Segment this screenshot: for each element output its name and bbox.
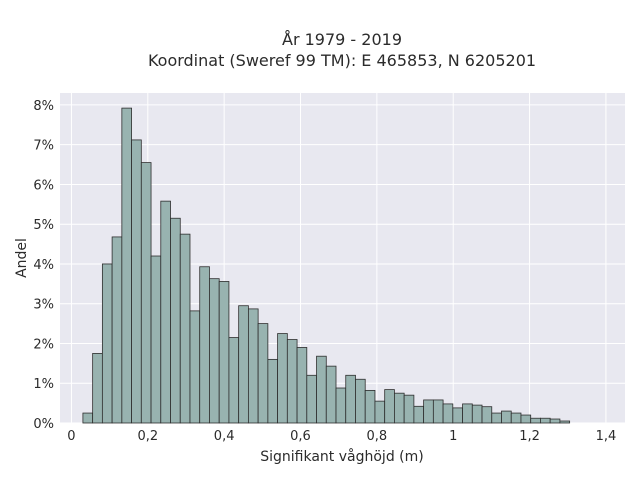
histogram-bar: [423, 399, 434, 424]
y-tick-label: 1%: [33, 377, 54, 392]
histogram-bar: [384, 389, 395, 424]
histogram-bar: [257, 323, 269, 424]
y-tick-label: 2%: [33, 337, 54, 352]
histogram-bar: [316, 355, 327, 424]
histogram-bar: [228, 337, 240, 424]
x-axis-label: Signifikant våghöjd (m): [260, 448, 423, 465]
histogram-bar: [140, 162, 152, 424]
bars: [82, 107, 571, 424]
histogram-bar: [530, 417, 541, 424]
histogram-bar: [559, 420, 571, 424]
x-tick-label: 0: [67, 429, 75, 444]
x-tick-label: 1,2: [519, 429, 540, 444]
histogram-bar: [238, 305, 249, 424]
histogram-bar: [501, 410, 512, 424]
histogram-bar: [92, 353, 103, 424]
y-tick-label: 0%: [33, 417, 54, 432]
histogram-bar: [121, 107, 132, 424]
x-axis-ticks: 0 0,2 0,4 0,6 0,8 1 1,2 1,4: [67, 429, 616, 444]
y-tick-label: 5%: [33, 218, 54, 233]
chart-title-line1: År 1979 - 2019: [282, 30, 402, 49]
histogram-bar: [209, 278, 220, 424]
histogram-bar: [325, 365, 337, 424]
y-axis-label: Andel: [14, 238, 30, 278]
histogram-bar: [471, 404, 483, 424]
histogram-bar: [520, 414, 532, 424]
histogram-bar: [101, 263, 113, 424]
x-tick-label: 0,8: [367, 429, 388, 444]
histogram-bar: [335, 387, 347, 424]
histogram-bar: [432, 399, 444, 424]
x-tick-label: 0,6: [290, 429, 311, 444]
histogram-bar: [306, 374, 317, 424]
histogram-bar: [374, 400, 386, 424]
histogram-bar: [355, 378, 366, 424]
chart-title-line2: Koordinat (Sweref 99 TM): E 465853, N 62…: [148, 51, 536, 70]
histogram-bar: [286, 339, 298, 424]
x-tick-label: 0,2: [137, 429, 158, 444]
histogram-bar: [394, 392, 405, 424]
histogram-bar: [442, 403, 454, 424]
histogram-bar: [199, 266, 210, 424]
histogram-bar: [267, 358, 279, 424]
histogram-bar: [189, 310, 201, 424]
histogram-bar: [481, 406, 493, 424]
histogram-bar: [296, 347, 308, 424]
histogram-bar: [491, 412, 502, 424]
histogram-bar: [403, 394, 415, 424]
y-tick-label: 6%: [33, 178, 54, 193]
histogram-bar: [82, 412, 94, 424]
histogram-bar: [540, 417, 551, 424]
y-tick-label: 7%: [33, 139, 54, 154]
y-tick-label: 4%: [33, 258, 54, 273]
histogram-bar: [510, 412, 522, 424]
x-tick-label: 0,4: [214, 429, 235, 444]
y-tick-label: 3%: [33, 298, 54, 313]
y-tick-label: 8%: [33, 99, 54, 114]
histogram-bar: [160, 200, 171, 424]
histogram-bar: [345, 374, 356, 424]
histogram-bar: [131, 139, 142, 424]
histogram-bar: [364, 389, 376, 424]
histogram-bar: [549, 418, 561, 424]
histogram-bar: [170, 217, 181, 424]
histogram-bar: [452, 407, 463, 424]
histogram-bar: [277, 333, 288, 424]
histogram-bar: [218, 281, 230, 424]
histogram-bar: [150, 255, 162, 424]
histogram-bar: [111, 236, 123, 424]
histogram-bar: [179, 233, 191, 424]
histogram-bar: [247, 308, 259, 424]
histogram-bar: [462, 403, 473, 424]
histogram-bar: [413, 405, 425, 424]
x-tick-label: 1: [449, 429, 457, 444]
y-axis-ticks: 0% 1% 2% 3% 4% 5% 6% 7% 8%: [33, 99, 54, 432]
x-tick-label: 1,4: [596, 429, 617, 444]
